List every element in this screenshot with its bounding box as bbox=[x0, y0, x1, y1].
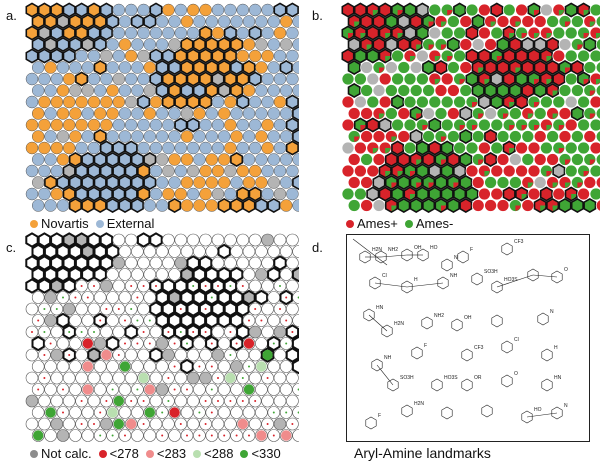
svg-text:H2N: H2N bbox=[372, 247, 382, 253]
aryl-amine-caption: Aryl-Amine landmarks bbox=[354, 445, 491, 461]
svg-text:SO3H: SO3H bbox=[400, 375, 414, 381]
svg-text:F: F bbox=[378, 413, 381, 419]
not-calc-dot-icon bbox=[30, 449, 38, 458]
svg-text:NH: NH bbox=[384, 355, 392, 361]
svg-text:N: N bbox=[564, 403, 568, 409]
svg-text:H2N: H2N bbox=[414, 401, 424, 407]
legend-item-lt288: <288 bbox=[193, 446, 233, 461]
svg-text:CF3: CF3 bbox=[474, 345, 484, 351]
panel-a-letter: a. bbox=[6, 8, 17, 23]
panel-b-letter: b. bbox=[312, 8, 323, 23]
som-map-calculated-values bbox=[25, 232, 299, 442]
svg-text:N: N bbox=[454, 255, 458, 261]
aryl-amine-structures-box: H2N NH2 OH HO N F CF3 Cl H NH SO3H HO3S O HN H2N NH2 OH N… bbox=[346, 234, 590, 442]
svg-text:NH2: NH2 bbox=[434, 313, 444, 319]
svg-text:OR: OR bbox=[474, 375, 482, 381]
svg-text:NH: NH bbox=[450, 273, 458, 279]
ames-positive-dot-icon bbox=[346, 219, 354, 228]
panel-c-letter: c. bbox=[6, 240, 17, 255]
legend-item-lt283: <283 bbox=[145, 446, 186, 461]
legend-item-ames-positive: Ames+ bbox=[346, 216, 398, 231]
lt278-dot-icon bbox=[98, 449, 107, 458]
ames-negative-dot-icon bbox=[404, 219, 413, 228]
svg-text:O: O bbox=[564, 267, 568, 273]
svg-text:F: F bbox=[470, 247, 473, 253]
lt283-dot-icon bbox=[145, 449, 154, 458]
som-map-novartis-external bbox=[25, 2, 299, 214]
svg-text:O: O bbox=[514, 371, 518, 377]
svg-text:HN: HN bbox=[376, 305, 384, 311]
svg-text:H2N: H2N bbox=[394, 321, 404, 327]
svg-text:CF3: CF3 bbox=[514, 239, 524, 245]
external-dot-icon bbox=[95, 219, 104, 228]
legend-item-external: External bbox=[95, 216, 154, 231]
svg-text:HO: HO bbox=[534, 407, 542, 413]
svg-text:H: H bbox=[554, 345, 558, 351]
legend-item-not-calc: Not calc. bbox=[30, 446, 92, 461]
svg-text:F: F bbox=[424, 343, 427, 349]
legend-item-novartis: Novartis bbox=[30, 216, 89, 231]
svg-text:HO3S: HO3S bbox=[504, 277, 518, 283]
legend-item-lt278: <278 bbox=[98, 446, 139, 461]
lt288-dot-icon bbox=[193, 449, 202, 458]
svg-text:Cl: Cl bbox=[382, 273, 387, 279]
svg-text:SO3H: SO3H bbox=[484, 269, 498, 275]
svg-text:OH: OH bbox=[464, 315, 472, 321]
svg-text:HO3S: HO3S bbox=[444, 375, 458, 381]
svg-text:HO: HO bbox=[430, 245, 438, 251]
legend-item-lt330: <330 bbox=[240, 446, 281, 461]
svg-text:OH: OH bbox=[414, 245, 422, 251]
legend-item-ames-negative: Ames- bbox=[404, 216, 453, 231]
panel-c-legend: Not calc. <278 <283 <288 <330 bbox=[30, 446, 288, 461]
lt330-dot-icon bbox=[240, 449, 249, 458]
panel-d-letter: d. bbox=[312, 240, 323, 255]
svg-text:HN: HN bbox=[554, 375, 562, 381]
panel-a-legend: Novartis External bbox=[30, 216, 161, 231]
novartis-dot-icon bbox=[30, 219, 38, 228]
svg-text:Cl: Cl bbox=[514, 337, 519, 343]
svg-text:N: N bbox=[550, 309, 554, 315]
svg-text:H: H bbox=[414, 277, 418, 283]
svg-text:NH2: NH2 bbox=[388, 247, 398, 253]
panel-b-legend: Ames+ Ames- bbox=[346, 216, 460, 231]
som-map-ames bbox=[341, 2, 600, 214]
